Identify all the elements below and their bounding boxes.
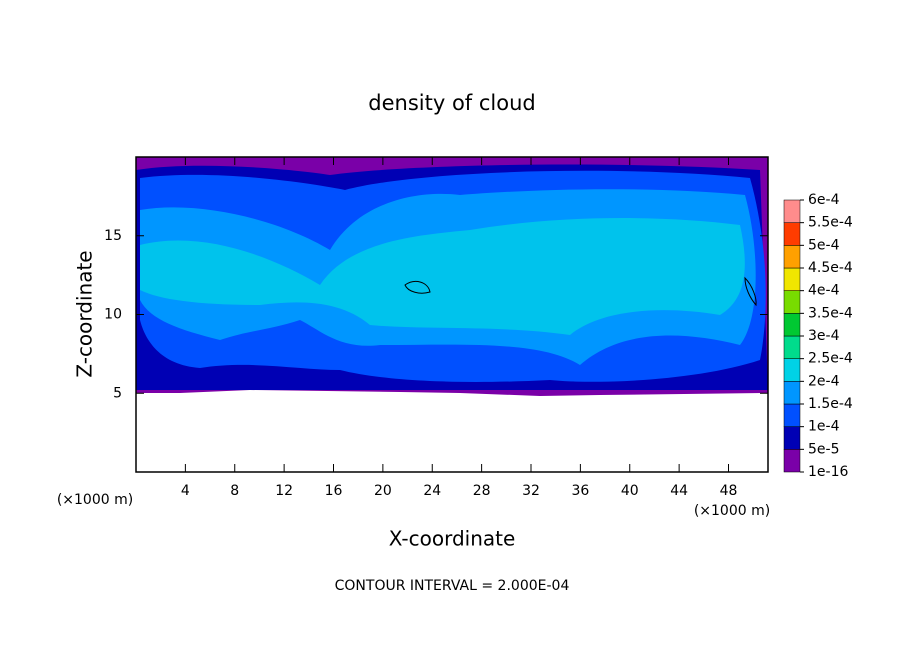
colorbar-label: 4e-4 (808, 283, 840, 299)
colorbar-box (783, 245, 801, 269)
no-data (136, 390, 768, 472)
colorbar-label: 5e-4 (808, 237, 840, 253)
colorbar-box (783, 381, 801, 405)
x-tick-label: 24 (423, 483, 441, 499)
x-tick-label: 40 (621, 483, 639, 499)
colorbar-box (783, 449, 801, 473)
colorbar-label: 2.5e-4 (808, 351, 853, 367)
colorbar-label: 3e-4 (808, 328, 840, 344)
colorbar-label: 2e-4 (808, 373, 840, 389)
colorbar-box (783, 403, 801, 427)
x-tick-label: 48 (720, 483, 738, 499)
colorbar-label: 6e-4 (808, 192, 840, 208)
colorbar-box (783, 199, 801, 223)
colorbar-label: 5e-5 (808, 441, 839, 457)
colorbar-label: 1.5e-4 (808, 396, 853, 412)
x-tick-label: 4 (181, 483, 190, 499)
colorbar-box (783, 267, 801, 291)
colorbar-label: 3.5e-4 (808, 305, 853, 321)
colorbar-box (783, 222, 801, 246)
x-unit: (×1000 m) (57, 492, 133, 508)
x-tick-label: 20 (374, 483, 392, 499)
colorbar-label: 5.5e-4 (808, 215, 853, 231)
x-tick-label: 16 (325, 483, 343, 499)
annotation: CONTOUR INTERVAL = 2.000E-04 (335, 578, 570, 594)
x-unit: (×1000 m) (694, 503, 770, 519)
colorbar-box (783, 290, 801, 314)
colorbar-box (783, 426, 801, 450)
colorbar-box (783, 313, 801, 337)
y-axis-label: Z-coordinate (73, 250, 97, 377)
contour-fill (140, 218, 745, 335)
x-axis-label: X-coordinate (389, 527, 516, 551)
x-tick-label: 32 (522, 483, 540, 499)
colorbar-label: 1e-16 (808, 464, 848, 480)
y-tick-label: 10 (104, 307, 122, 323)
colorbar-box (783, 358, 801, 382)
chart-title: density of cloud (368, 91, 535, 115)
contour-line (404, 281, 431, 294)
x-tick-label: 8 (230, 483, 239, 499)
x-tick-label: 28 (473, 483, 491, 499)
contour-line (744, 276, 757, 307)
y-tick-label: 15 (104, 228, 122, 244)
colorbar-box (783, 335, 801, 359)
x-tick-label: 44 (670, 483, 688, 499)
x-tick-label: 12 (275, 483, 293, 499)
contour-field (136, 157, 768, 472)
colorbar-label: 4.5e-4 (808, 260, 853, 276)
y-tick-label: 5 (113, 385, 122, 401)
x-tick-label: 36 (571, 483, 589, 499)
colorbar-label: 1e-4 (808, 419, 840, 435)
